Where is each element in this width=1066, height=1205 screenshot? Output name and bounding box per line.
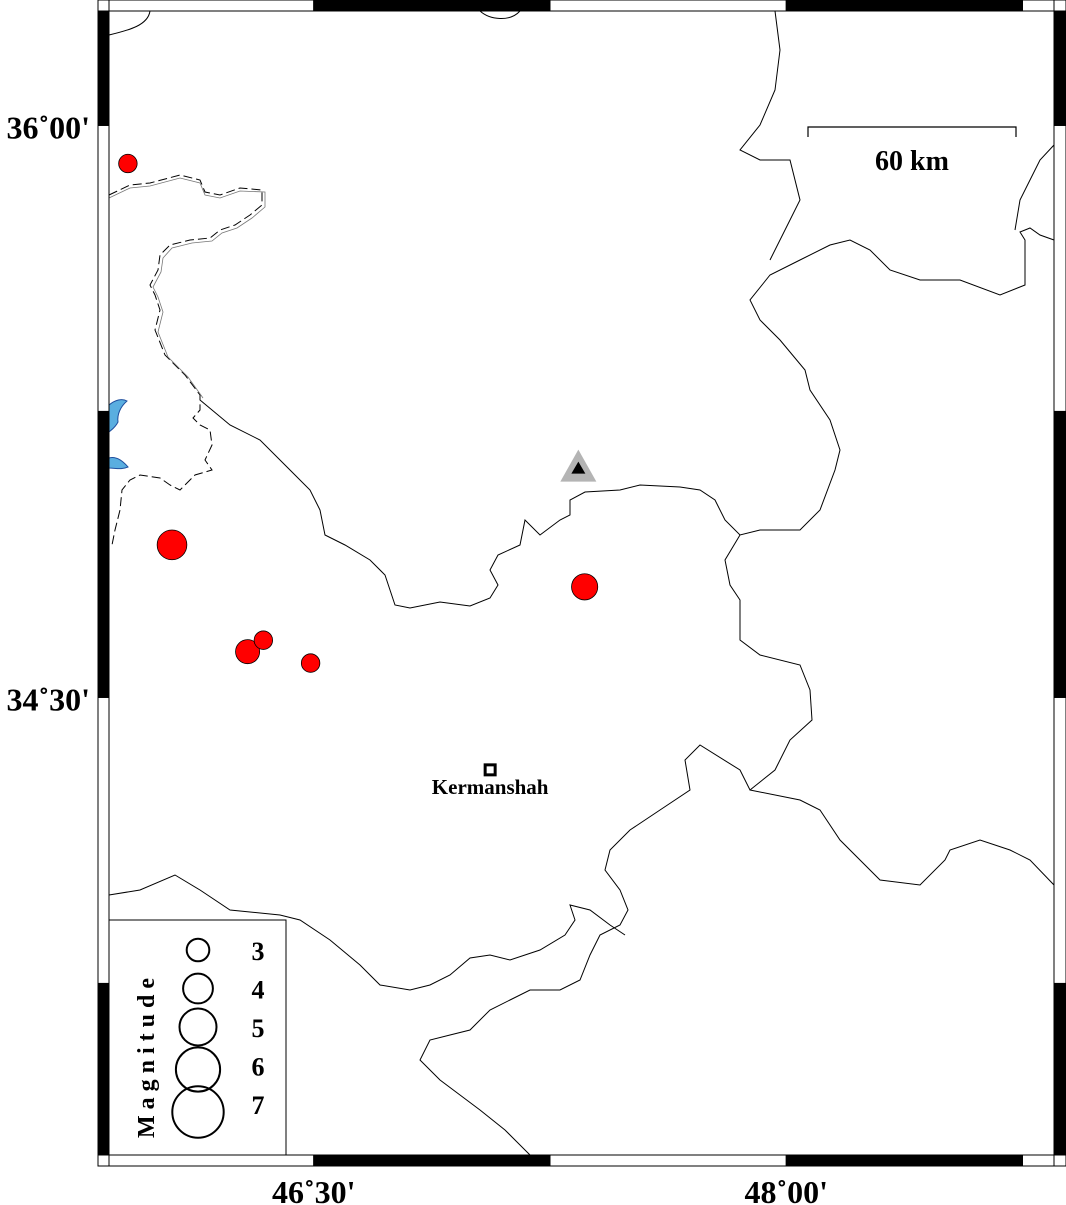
legend-circle [182,972,214,1005]
province-boundary [108,874,626,991]
earthquake-event [156,529,188,561]
frame-segment [313,0,551,12]
legend-circle [178,1007,218,1047]
international-border [108,174,263,546]
frame-segment [97,410,110,698]
province-boundary [1014,144,1055,231]
legend-label: 3 [252,937,265,966]
frame-segment [1022,0,1055,12]
lon-tick-label: 46˚30' [272,1174,356,1205]
lakes [108,399,129,470]
city-marker [483,763,497,777]
axis-labels: 36˚00' 34˚30' 46˚30' 48˚00' [6,109,828,1205]
stations [560,449,597,482]
legend-label: 4 [252,976,265,1005]
frame-segment [1053,410,1066,698]
events [118,153,599,673]
frame-segment [549,0,787,12]
scale-bar: 60 km [807,126,1017,177]
scale-bar-label: 60 km [875,146,949,177]
earthquake-event [235,639,261,665]
province-boundary [739,10,801,261]
legend-label: 6 [252,1053,265,1082]
frame-segment [1022,1154,1055,1167]
boundary-line [108,10,151,36]
frame-segment [1053,982,1066,1156]
legend-label: 5 [252,1014,265,1043]
frame-segment [108,1154,315,1167]
frame-segment [313,1154,551,1167]
lake [108,457,129,470]
frame-segment [108,0,315,12]
earthquake-event [118,153,138,174]
earthquake-event [253,630,274,650]
frame-segment [1053,10,1066,126]
boundary-line [479,10,521,19]
frame-segment [97,982,110,1156]
frame-segment [1053,696,1066,984]
frame-segment [785,0,1023,12]
earthquake-event [300,653,321,673]
province-boundary [199,227,1055,609]
frame-segment [97,10,110,126]
legend-box [108,919,287,1156]
legend-circle [185,937,211,963]
scale-bar-line [807,126,1017,137]
province-boundary [419,534,813,1156]
frame-segment [1053,124,1066,412]
map-frame [97,0,1066,1167]
earthquake-event [571,573,599,601]
lake [108,399,128,434]
lon-tick-label: 48˚00' [744,1174,828,1205]
city-label: Kermanshah [432,775,549,799]
frame-segment [785,1154,1023,1167]
international-border-shadow [108,177,266,399]
lat-tick-label: 34˚30' [6,681,90,717]
legend-circle [171,1085,225,1139]
frame-segment [97,696,110,984]
province-boundary [749,789,1055,886]
legend-title: Magnitude [134,972,160,1138]
frame-segment [549,1154,787,1167]
legend-circle [174,1046,222,1093]
lat-tick-label: 36˚00' [6,109,90,145]
boundaries [108,10,1055,1156]
legend: Magnitude 3 4 5 6 7 [108,919,287,1156]
frame-segment [97,124,110,412]
cities: Kermanshah [432,763,549,799]
legend-label: 7 [252,1091,265,1120]
station-triangle-icon [571,461,586,474]
